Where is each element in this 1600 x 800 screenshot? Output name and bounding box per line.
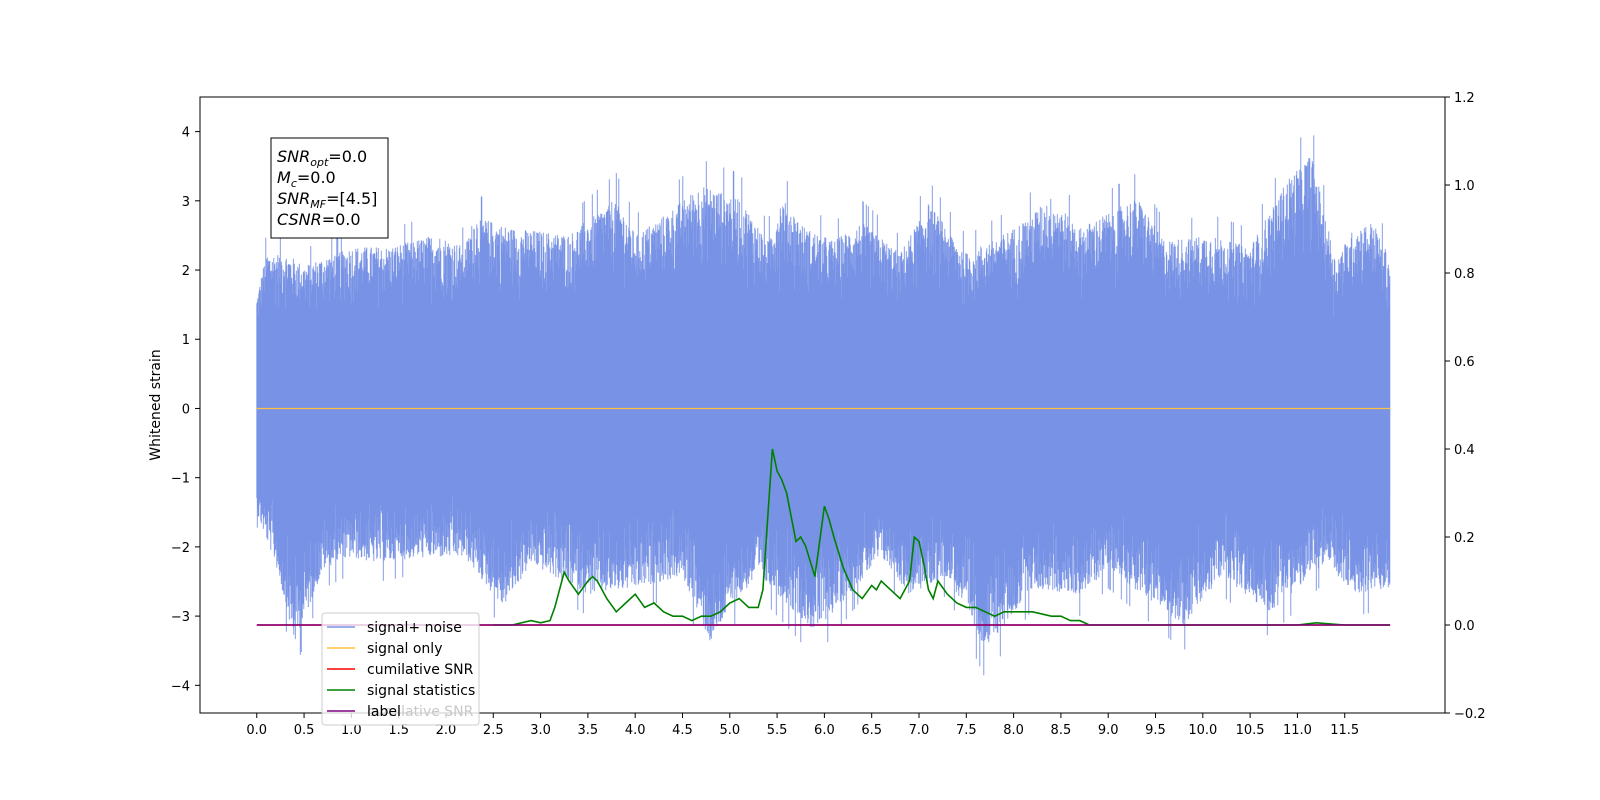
info-name: M xyxy=(277,168,291,187)
y-tick-label: 1 xyxy=(182,333,190,348)
x-tick-label: 1.5 xyxy=(388,723,409,738)
signal-noise-series xyxy=(256,135,1391,676)
y2-tick-label: 0.6 xyxy=(1454,355,1475,370)
info-name: CSNR xyxy=(277,210,322,229)
y2-tick-label: 0.2 xyxy=(1454,531,1475,546)
x-tick-label: 10.0 xyxy=(1188,723,1217,738)
y2-tick-label: 0.0 xyxy=(1454,619,1475,634)
x-tick-label: 3.0 xyxy=(530,723,551,738)
y-axis-ticks: −4 −3 −2 −1 0 1 2 3 4 xyxy=(171,126,200,694)
x-tick-label: 2.0 xyxy=(436,723,457,738)
legend-ghost-text: cumilative SNR xyxy=(367,704,474,720)
y2-tick-label: 1.2 xyxy=(1454,91,1475,106)
x-tick-label: 6.5 xyxy=(861,723,882,738)
legend-frame xyxy=(321,612,480,726)
x-tick-label: 8.5 xyxy=(1051,723,1072,738)
x-axis-ticks: 0.0 0.5 1.0 1.5 2.0 2.5 3.0 3.5 4.0 4.5 5.0 5.5 6.0 6… xyxy=(246,713,1359,738)
x-tick-label: 5.5 xyxy=(767,723,788,738)
x-tick-label: 11.5 xyxy=(1330,723,1359,738)
legend: cumilative SNR signal+ noise signal only cu… xyxy=(321,612,480,726)
y-tick-label: −4 xyxy=(171,679,190,694)
x-tick-label: 3.5 xyxy=(578,723,599,738)
info-value: =[4.5] xyxy=(326,189,377,208)
legend-entry-label: cumilative SNR xyxy=(367,662,474,678)
info-box-line: CSNR=0.0 xyxy=(277,210,361,229)
info-box-line: Mc=0.0 xyxy=(277,168,336,190)
x-tick-label: 0.0 xyxy=(246,723,267,738)
x-tick-label: 4.0 xyxy=(625,723,646,738)
x-tick-label: 9.0 xyxy=(1098,723,1119,738)
legend-entry-label: signal only xyxy=(367,641,442,657)
info-box-frame xyxy=(270,137,389,239)
info-box-line: SNRopt=0.0 xyxy=(277,147,367,169)
y2-tick-label: 0.4 xyxy=(1454,443,1475,458)
plot-frame xyxy=(199,96,1446,714)
legend-entry-label: label xyxy=(367,704,401,720)
x-tick-label: 9.5 xyxy=(1145,723,1166,738)
info-value: =0.0 xyxy=(322,210,361,229)
y-axis-label: Whitened strain xyxy=(148,349,164,460)
info-box-line: SNRMF=[4.5] xyxy=(277,189,377,211)
info-subscript: MF xyxy=(310,198,326,211)
y2-tick-label: 1.0 xyxy=(1454,179,1475,194)
signal-statistics-line xyxy=(493,448,1391,626)
x-tick-label: 8.0 xyxy=(1003,723,1024,738)
y2-tick-label: −0.2 xyxy=(1454,707,1486,722)
legend-entry-label: signal+ noise xyxy=(367,620,462,636)
legend-entry-label: signal statistics xyxy=(367,683,475,699)
info-name: SNR xyxy=(277,189,310,208)
x-tick-label: 10.5 xyxy=(1236,723,1265,738)
info-name: SNR xyxy=(277,147,310,166)
y-tick-label: 3 xyxy=(182,195,190,210)
x-tick-label: 0.5 xyxy=(294,723,315,738)
x-tick-label: 7.0 xyxy=(909,723,930,738)
info-value: =0.0 xyxy=(328,147,367,166)
x-tick-label: 11.0 xyxy=(1283,723,1312,738)
x-tick-label: 6.0 xyxy=(814,723,835,738)
x-tick-label: 2.5 xyxy=(483,723,504,738)
x-tick-label: 1.0 xyxy=(341,723,362,738)
y-tick-label: −2 xyxy=(171,541,190,556)
x-tick-label: 5.0 xyxy=(719,723,740,738)
x-tick-label: 7.5 xyxy=(956,723,977,738)
info-subscript: opt xyxy=(310,156,329,169)
y2-tick-label: 0.8 xyxy=(1454,267,1475,282)
y-tick-label: 2 xyxy=(182,264,190,279)
y-tick-label: −1 xyxy=(171,472,190,487)
y-tick-label: 4 xyxy=(182,126,190,141)
y-tick-label: 0 xyxy=(182,402,190,417)
info-subscript: c xyxy=(291,177,297,190)
y-tick-label: −3 xyxy=(171,610,190,625)
info-value: =0.0 xyxy=(297,168,336,187)
x-tick-label: 4.5 xyxy=(672,723,693,738)
y2-axis-ticks: −0.2 0.0 0.2 0.4 0.6 0.8 1.0 1.2 xyxy=(1445,91,1486,722)
